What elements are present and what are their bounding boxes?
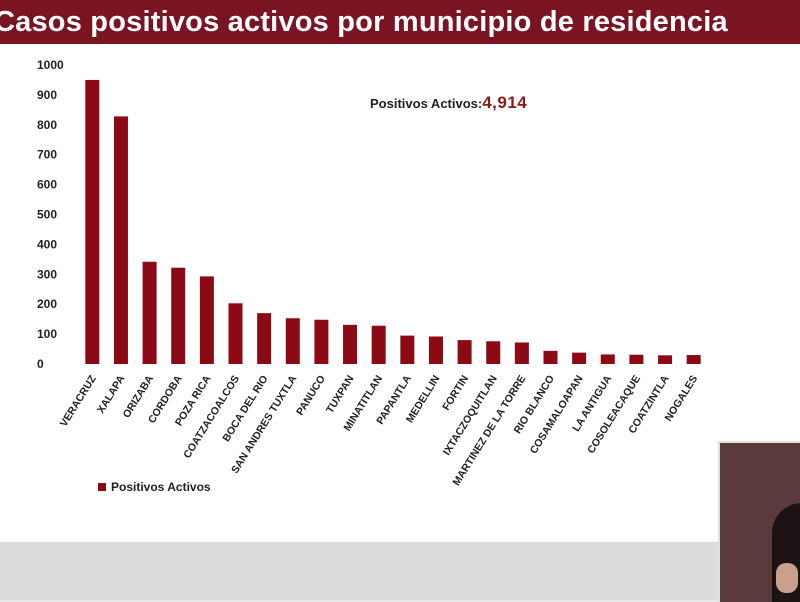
x-tick-label: COSOLEACAQUE xyxy=(585,373,643,456)
chart-legend: Positivos Activos xyxy=(98,480,211,494)
bar-xalapa xyxy=(113,116,128,364)
y-axis-tick-labels: 0 100 200 300 400 500 600 700 800 900 1000 xyxy=(37,58,64,371)
bar-poza-rica xyxy=(199,276,214,364)
bar-tuxpan xyxy=(343,324,358,364)
x-tick-label: VERACRUZ xyxy=(58,373,99,429)
bar-nogales xyxy=(686,355,701,364)
bar-medellin xyxy=(428,336,443,364)
y-tick-label: 1000 xyxy=(37,58,64,72)
bar-cordoba xyxy=(171,267,186,364)
bar-la-antigua xyxy=(600,354,615,364)
interpreter-hand xyxy=(776,563,798,593)
y-tick-label: 0 xyxy=(37,357,44,371)
bar-martinez-de-la-torre xyxy=(514,342,529,364)
y-tick-label: 700 xyxy=(37,148,57,162)
bar-ixtaczoquitlan xyxy=(486,341,501,364)
bar-orizaba xyxy=(142,261,157,364)
legend-swatch xyxy=(98,483,106,491)
y-tick-label: 900 xyxy=(37,88,57,102)
bar-cosamaloapan xyxy=(572,352,587,364)
y-tick-label: 500 xyxy=(37,208,57,222)
y-tick-label: 400 xyxy=(37,237,57,251)
bar-cosoleacaque xyxy=(629,354,644,364)
y-tick-label: 200 xyxy=(37,297,57,311)
total-value: 4,914 xyxy=(482,93,528,112)
legend-label: Positivos Activos xyxy=(111,480,211,494)
bar-coatzacoalcos xyxy=(228,303,243,364)
y-tick-label: 300 xyxy=(37,267,57,281)
page-title: Casos positivos activos por municipio de… xyxy=(0,0,800,44)
slide-background xyxy=(0,44,800,542)
bottom-band xyxy=(0,542,800,600)
chart-bars xyxy=(85,79,701,364)
bar-rio-blanco xyxy=(543,350,558,364)
bar-minatitlan xyxy=(371,325,386,364)
sign-language-interpreter-video xyxy=(718,441,800,602)
x-tick-label: COSAMALOAPAN xyxy=(528,373,586,456)
bar-coatzintla xyxy=(658,355,673,364)
x-tick-label: FORTIN xyxy=(440,373,471,412)
bar-papantla xyxy=(400,335,415,364)
total-label: Positivos Activos: xyxy=(370,96,483,111)
bar-panuco xyxy=(314,319,329,364)
bar-chart: 0 100 200 300 400 500 600 700 800 900 1000 VERACRU… xyxy=(37,58,701,488)
y-tick-label: 800 xyxy=(37,118,57,132)
y-tick-label: 100 xyxy=(37,327,57,341)
x-tick-label: PANUCO xyxy=(294,373,328,417)
bar-boca-del-rio xyxy=(257,313,272,364)
y-tick-label: 600 xyxy=(37,178,57,192)
bar-san-andres-tuxtla xyxy=(285,318,300,364)
total-positive-active: Positivos Activos:4,914 xyxy=(370,93,527,113)
bar-veracruz xyxy=(85,79,100,364)
bar-fortin xyxy=(457,340,472,364)
